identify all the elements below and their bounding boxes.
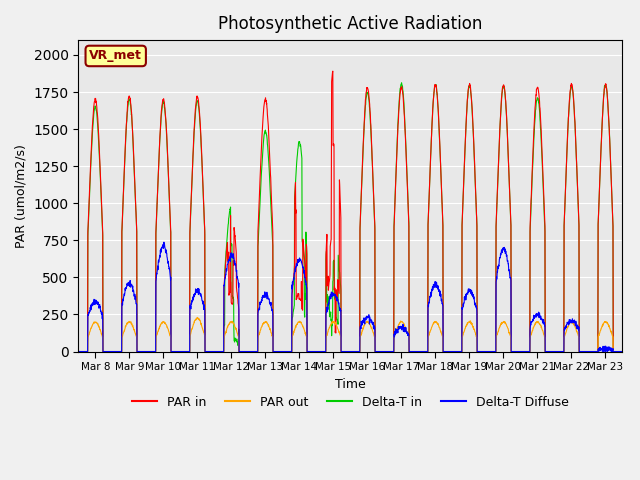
PAR out [515, 348, 522, 354]
PAR in [75, 348, 83, 354]
Delta-T Diffuse [611, 348, 619, 354]
Delta-T in [515, 348, 522, 354]
Y-axis label: PAR (umol/m2/s): PAR (umol/m2/s) [15, 144, 28, 248]
PAR out [619, 348, 627, 354]
Delta-T in [545, 348, 553, 354]
Delta-T in [75, 348, 83, 354]
Delta-T in [397, 80, 405, 85]
Delta-T Diffuse [515, 348, 522, 354]
PAR out [383, 348, 391, 354]
Line: PAR out: PAR out [79, 317, 623, 351]
Delta-T Diffuse [246, 348, 254, 354]
PAR out [75, 348, 83, 354]
PAR in [383, 348, 391, 354]
PAR out [545, 348, 553, 354]
PAR out [246, 348, 254, 354]
Line: PAR in: PAR in [79, 71, 623, 351]
PAR out [193, 314, 201, 320]
PAR out [129, 323, 136, 328]
PAR in [611, 348, 619, 354]
PAR in [619, 348, 627, 354]
PAR in [246, 348, 254, 354]
Delta-T in [129, 133, 136, 139]
Delta-T in [383, 348, 391, 354]
Delta-T Diffuse [383, 348, 391, 354]
Text: VR_met: VR_met [90, 49, 142, 62]
Delta-T Diffuse [160, 239, 168, 245]
Delta-T Diffuse [545, 348, 553, 354]
PAR out [611, 348, 619, 354]
Delta-T Diffuse [619, 348, 627, 354]
Delta-T in [619, 348, 627, 354]
Title: Photosynthetic Active Radiation: Photosynthetic Active Radiation [218, 15, 483, 33]
PAR in [329, 68, 337, 74]
PAR in [515, 348, 522, 354]
Line: Delta-T Diffuse: Delta-T Diffuse [79, 242, 623, 351]
Delta-T Diffuse [75, 348, 83, 354]
X-axis label: Time: Time [335, 377, 366, 391]
Legend: PAR in, PAR out, Delta-T in, Delta-T Diffuse: PAR in, PAR out, Delta-T in, Delta-T Dif… [127, 391, 574, 414]
PAR in [545, 348, 553, 354]
Line: Delta-T in: Delta-T in [79, 83, 623, 351]
Delta-T in [246, 348, 254, 354]
PAR in [129, 132, 136, 137]
Delta-T in [611, 348, 619, 354]
Delta-T Diffuse [129, 283, 136, 289]
